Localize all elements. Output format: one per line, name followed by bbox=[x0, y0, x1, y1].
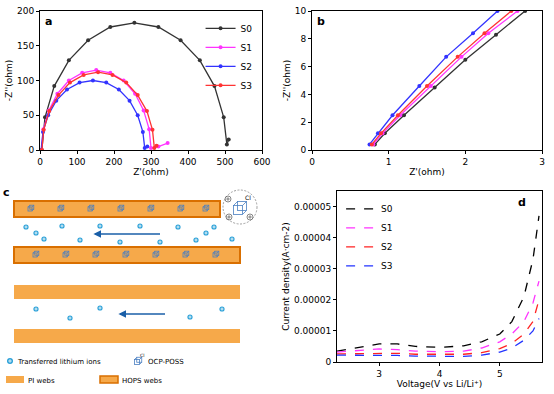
svg-text:d: d bbox=[518, 196, 526, 209]
svg-text:-Z''(ohm): -Z''(ohm) bbox=[4, 60, 14, 101]
svg-text:600: 600 bbox=[253, 157, 270, 167]
svg-text:0: 0 bbox=[309, 157, 315, 167]
svg-text:S0: S0 bbox=[241, 24, 253, 34]
svg-text:Current density(A·cm-2): Current density(A·cm-2) bbox=[281, 222, 291, 330]
svg-text:5: 5 bbox=[497, 369, 503, 379]
svg-text:PI webs: PI webs bbox=[28, 377, 55, 385]
svg-text:S1: S1 bbox=[241, 43, 252, 53]
svg-text:0: 0 bbox=[28, 145, 34, 155]
svg-text:0: 0 bbox=[325, 357, 331, 367]
svg-text:2: 2 bbox=[300, 117, 306, 127]
svg-text:S1: S1 bbox=[381, 223, 392, 233]
svg-text:0.00003: 0.00003 bbox=[294, 264, 331, 274]
svg-text:S0: S0 bbox=[381, 204, 393, 214]
svg-text:0.00004: 0.00004 bbox=[294, 233, 331, 243]
svg-text:Z'(ohm): Z'(ohm) bbox=[409, 167, 445, 177]
svg-text:150: 150 bbox=[17, 41, 34, 51]
svg-text:b: b bbox=[317, 15, 325, 28]
svg-text:OCP-POSS: OCP-POSS bbox=[148, 358, 184, 366]
svg-text:c: c bbox=[3, 186, 10, 199]
svg-text:100: 100 bbox=[68, 157, 85, 167]
svg-text:6: 6 bbox=[300, 62, 306, 72]
svg-text:0.00005: 0.00005 bbox=[294, 202, 331, 212]
svg-text:S3: S3 bbox=[241, 81, 252, 91]
svg-text:500: 500 bbox=[216, 157, 233, 167]
svg-text:HOPS webs: HOPS webs bbox=[122, 377, 162, 385]
svg-text:S2: S2 bbox=[241, 62, 252, 72]
svg-text:1: 1 bbox=[386, 157, 392, 167]
svg-text:0.00002: 0.00002 bbox=[294, 295, 331, 305]
svg-text:Transferred lithium ions: Transferred lithium ions bbox=[17, 358, 101, 366]
svg-text:a: a bbox=[45, 15, 52, 28]
svg-text:50: 50 bbox=[23, 110, 35, 120]
svg-text:Voltage(V vs Li/Li⁺): Voltage(V vs Li/Li⁺) bbox=[397, 379, 483, 389]
svg-text:400: 400 bbox=[179, 157, 196, 167]
svg-text:10: 10 bbox=[295, 6, 307, 16]
svg-text:0.00001: 0.00001 bbox=[294, 326, 331, 336]
svg-text:4: 4 bbox=[300, 90, 306, 100]
svg-text:Cl: Cl bbox=[245, 194, 251, 201]
svg-text:200: 200 bbox=[105, 157, 122, 167]
svg-text:3: 3 bbox=[376, 369, 382, 379]
svg-text:200: 200 bbox=[17, 6, 34, 16]
svg-text:Cl: Cl bbox=[140, 353, 144, 358]
svg-text:8: 8 bbox=[300, 34, 306, 44]
svg-text:0: 0 bbox=[37, 157, 43, 167]
svg-text:3: 3 bbox=[539, 157, 545, 167]
svg-text:4: 4 bbox=[437, 369, 443, 379]
svg-text:300: 300 bbox=[142, 157, 159, 167]
svg-text:2: 2 bbox=[462, 157, 468, 167]
svg-text:-Z''(ohm): -Z''(ohm) bbox=[282, 60, 292, 101]
svg-text:Z'(ohm): Z'(ohm) bbox=[133, 167, 169, 177]
svg-text:S3: S3 bbox=[381, 261, 392, 271]
svg-text:0: 0 bbox=[300, 145, 306, 155]
svg-text:S2: S2 bbox=[381, 242, 392, 252]
svg-text:100: 100 bbox=[17, 76, 34, 86]
